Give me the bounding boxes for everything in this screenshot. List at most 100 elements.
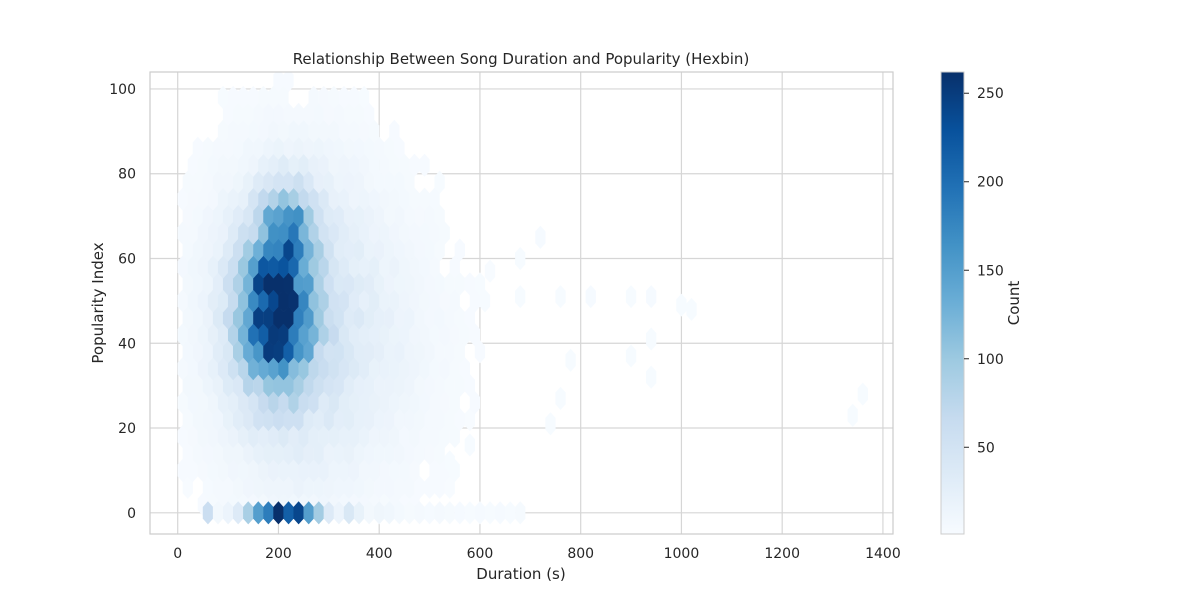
hexbin-cell <box>233 204 244 228</box>
hexbin-cell <box>333 238 345 262</box>
hexbin-cell <box>434 306 445 330</box>
hexbin-cell <box>318 458 329 482</box>
hexbin-cell <box>484 259 496 283</box>
hexbin-cell <box>202 408 214 432</box>
hexbin-cell <box>333 374 345 398</box>
hexbin-cell <box>379 323 390 347</box>
hexbin-cell <box>409 153 420 177</box>
hexbin-cell <box>182 306 193 330</box>
hexbin-cell <box>192 170 203 194</box>
hexbin-cell <box>429 391 440 415</box>
hexbin-cell <box>217 153 229 177</box>
hexbin-cell <box>394 136 405 160</box>
colorbar-label: Count <box>1005 281 1023 326</box>
x-tick-label: 600 <box>467 546 494 562</box>
hexbin-cell <box>414 475 425 499</box>
hexbin-cell <box>258 391 269 415</box>
hexbin-cell <box>243 272 254 296</box>
hexbin-cell <box>182 170 193 194</box>
hexbin-cell <box>253 238 264 262</box>
hexbin-cell <box>253 204 264 228</box>
hexbin-cell <box>369 458 380 482</box>
hexbin-cell <box>288 119 299 143</box>
hexbin-cell <box>308 391 319 415</box>
hexbin-cell <box>394 204 405 228</box>
hexbin-cell <box>207 391 219 415</box>
hexbin-cell <box>207 255 219 279</box>
hexbin-cell <box>212 306 224 330</box>
hexbin-cell <box>369 119 380 143</box>
hexbin-cell <box>424 408 435 432</box>
hexbin-cell <box>283 136 294 160</box>
hexbin-cell <box>353 204 365 228</box>
hexbin-cell <box>263 272 274 296</box>
hexbin-cell <box>449 357 460 381</box>
hexbin-cell <box>238 255 249 279</box>
hexbin-cell <box>469 391 481 415</box>
hexbin-cell <box>358 357 370 381</box>
hexbin-cell <box>278 187 289 211</box>
hexbin-cell <box>238 119 249 143</box>
hexbin-cell <box>243 136 254 160</box>
hexbin-cell <box>293 170 304 194</box>
hexbin-cell <box>283 340 294 364</box>
hexbin-cell <box>323 374 334 398</box>
hexbin-cell <box>233 475 244 499</box>
hexbin-cell <box>268 119 279 143</box>
hexbin-cell <box>273 136 284 160</box>
hexbin-cell <box>404 501 415 525</box>
hexbin-cell <box>333 501 345 525</box>
hexbin-cell <box>454 306 465 330</box>
hexbin-cell <box>625 344 637 368</box>
hexbin-cell <box>338 85 350 109</box>
hexbin-cell <box>363 238 375 262</box>
hexbin-cell <box>343 204 355 228</box>
hexbin-cell <box>288 289 299 313</box>
hexbin-cell <box>308 221 319 245</box>
hexbin-cell <box>328 391 339 415</box>
hexbin-cell <box>273 408 284 432</box>
hexbin-cell <box>404 340 415 364</box>
hexbin-cell <box>343 170 355 194</box>
hexbin-cell <box>409 289 420 313</box>
hexbin-cell <box>353 501 365 525</box>
hexbin-cell <box>379 391 390 415</box>
hexbin-cell <box>303 170 314 194</box>
hexbin-cell <box>207 153 219 177</box>
hexbin-cell <box>363 204 375 228</box>
hexbin-cell <box>419 323 430 347</box>
hexbin-cell <box>434 475 445 499</box>
hexbin-cell <box>454 408 465 432</box>
hexbin-cell <box>298 424 309 449</box>
hexbin-cell <box>328 323 339 347</box>
hexbin-cell <box>263 238 274 262</box>
hexbin-cell <box>434 272 445 296</box>
hexbin-cell <box>187 391 198 415</box>
hexbin-cell <box>248 424 259 449</box>
hexbin-cell <box>404 475 415 499</box>
hexbin-cell <box>424 340 435 364</box>
hexbin-cell <box>389 255 400 279</box>
hexbin-cell <box>258 221 269 245</box>
hexbin-cell <box>348 119 360 143</box>
hexbin-cell <box>182 374 193 398</box>
hexbin-cell <box>268 391 279 415</box>
hexbin-cell <box>414 441 425 465</box>
hexbin-cell <box>202 306 214 330</box>
hexbin-cell <box>273 475 284 499</box>
hexbin-cell <box>333 272 345 296</box>
hexbin-cell <box>278 119 289 143</box>
hexbin-cell <box>182 475 193 499</box>
hexbin-cell <box>384 272 395 296</box>
hexbin-cell <box>273 501 284 525</box>
hexbin-cell <box>278 424 289 449</box>
hexbin-cell <box>182 204 193 228</box>
hexbin-cell <box>318 323 329 347</box>
hexbin-cell <box>414 272 425 296</box>
hexbin-cell <box>323 102 334 126</box>
hexbin-cell <box>293 102 304 126</box>
hexbin-cell <box>424 306 435 330</box>
hexbin-cell <box>328 424 339 449</box>
hexbin-cell <box>313 374 324 398</box>
hexbin-cell <box>363 501 375 525</box>
